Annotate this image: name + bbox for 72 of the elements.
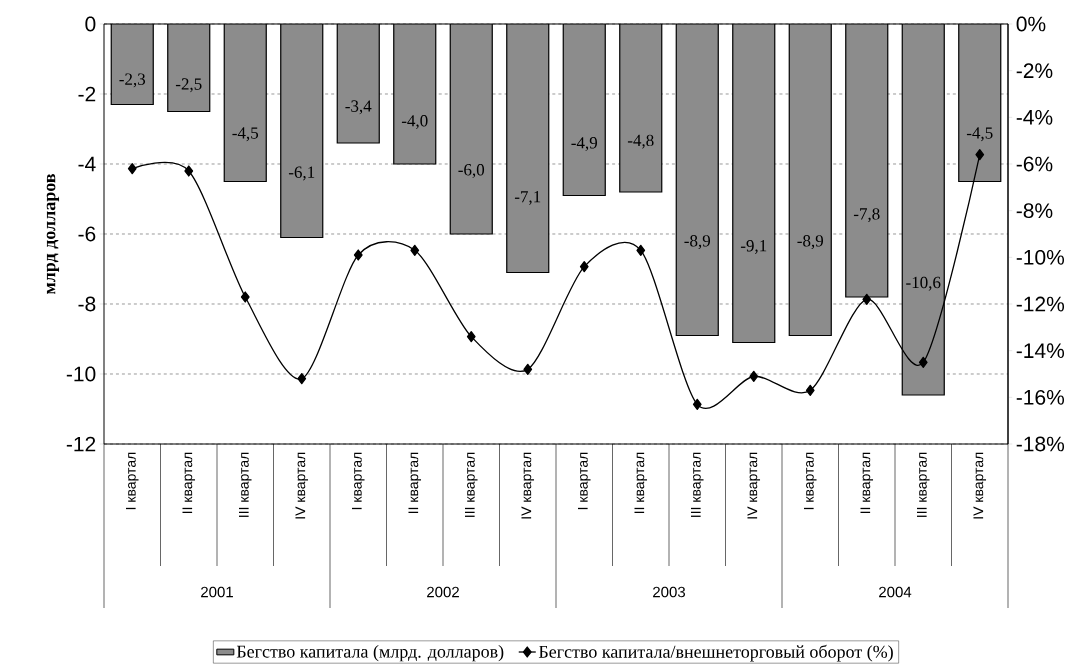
point [805,384,815,396]
y-tick-label: -2 [78,86,96,102]
x-tick-label: III квартал [917,452,930,517]
x-tick-label: I квартал [804,452,817,510]
y2-tick-label: -8% [1016,203,1053,219]
data-label: -4,0 [401,115,428,129]
point [975,149,985,161]
x-tick-label: I квартал [351,452,365,510]
x-tick-label: IV квартал [295,452,309,519]
y-tick-label: 0 [85,16,96,32]
text: 2002 [427,586,459,598]
y-tick-label: -12 [66,436,96,452]
y2-tick-label: -18% [1016,436,1065,452]
point [579,261,589,273]
x-tick-label: III квартал [238,452,252,517]
text: 2003 [653,586,686,598]
y2-tick-label: -16% [1016,389,1065,405]
point [353,249,363,261]
data-label: -10,6 [906,276,941,291]
point [692,398,702,410]
data-label: -2,3 [119,73,146,88]
data-label: -4,8 [627,134,654,149]
point [523,363,533,375]
legend-label: Бегство капитала (млрд. долларов) [236,645,504,662]
legend-label: Бегство капитала/внешнеторговый оборот (%) [538,644,893,662]
x-tick-label: IV квартал [521,452,535,519]
y2-tick-label: -6% [1016,156,1053,172]
data-label: -4,9 [571,137,598,151]
data-label: -8,9 [797,235,824,249]
x-tick-label: IV квартал [747,452,761,519]
data-label: -7,8 [853,208,880,223]
y2-tick-label: -2% [1016,63,1053,79]
data-label: -3,4 [345,100,372,115]
y-tick-label: -4 [78,156,96,172]
y2-tick-label: -10% [1016,249,1065,265]
data-label: -2,5 [175,78,202,93]
x-tick-label: II квартал [860,452,874,514]
point [918,356,928,368]
y2-tick-label: 0% [1016,16,1046,32]
data-label: -4,5 [966,127,993,142]
y-tick-label: -6 [78,226,96,242]
point [297,373,307,385]
text: 2004 [879,586,912,598]
x-tick-label: I квартал [577,452,591,510]
x-tick-label: III квартал [464,452,478,517]
y-tick-label: -8 [78,296,96,312]
point [127,163,137,175]
point [410,244,420,256]
y2-tick-label: -4% [1016,109,1053,125]
y-axis-title: млрд долларов [46,174,60,295]
x-tick-label: I квартал [125,452,139,510]
x-tick-label: II квартал [408,452,422,514]
x-tick-label: IV квартал [973,452,987,519]
point [240,291,250,303]
point [749,370,759,382]
x-tick-label: III квартал [690,452,704,517]
x-tick-label: II квартал [634,452,648,514]
text: 2001 [201,586,233,598]
point [466,331,476,343]
data-label: -7,1 [514,191,541,205]
data-label: -8,9 [684,235,711,249]
data-label: -6,1 [288,166,315,181]
point [184,165,194,177]
y2-tick-label: -14% [1016,343,1065,359]
data-label: -6,0 [458,164,485,178]
point [862,293,872,305]
data-label: -4,5 [232,127,259,142]
y2-tick-label: -12% [1016,296,1065,312]
data-label: -9,1 [740,240,767,254]
y-tick-label: -10 [66,366,96,382]
point [636,244,646,256]
x-tick-label: II квартал [182,452,196,514]
